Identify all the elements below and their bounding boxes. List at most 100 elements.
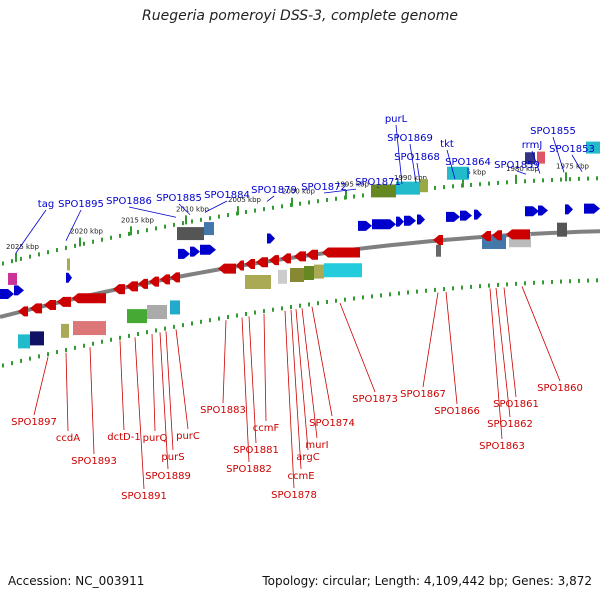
major-tick [345,190,347,200]
reverse-gene-label: SPO1883 [200,405,246,416]
tick-mark [443,185,445,190]
tick-mark [245,210,247,215]
tick-mark [425,288,427,293]
tick-mark [110,337,112,342]
reverse-gene-arrow [281,253,291,264]
tick-mark [191,219,193,224]
reverse-leader-line [290,309,302,470]
forward-gene-label: SPO1868 [394,152,440,163]
reverse-gene-label: SPO1878 [271,490,317,501]
tick-mark [164,326,166,331]
major-tick [565,172,567,182]
tick-mark [317,301,319,306]
reverse-leader-line [33,356,49,416]
tick-mark [335,196,337,201]
tick-mark [497,282,499,287]
reverse-gene-arrow [72,293,106,304]
tick-mark [326,299,328,304]
reverse-gene-label: purQ [143,433,168,444]
forward-gene-arrow [14,285,24,296]
scale-tick-label: 1975 kbp [556,162,590,170]
forward-gene-label: rrmJ [522,140,543,151]
major-tick [185,215,187,225]
tick-mark [416,289,418,294]
scale-tick-label: 1985 kbp [453,168,487,176]
reverse-gene-label: SPO1866 [434,406,480,417]
tick-mark [488,181,490,186]
tick-mark [398,291,400,296]
feature-box [436,244,441,257]
tick-mark [20,358,22,363]
reverse-gene-label: SPO1891 [121,491,167,502]
tick-mark [200,319,202,324]
tick-mark [371,294,373,299]
tick-mark [506,180,508,185]
reverse-gene-arrow [506,229,530,240]
feature-box [314,264,324,279]
reverse-leader-line [503,287,517,398]
tick-mark [587,176,589,181]
tick-mark [2,261,4,266]
forward-leader-line [552,136,565,173]
forward-gene-label: SPO1871 [355,177,401,188]
tick-mark [182,323,184,328]
reverse-gene-label: SPO1874 [309,418,355,429]
forward-leader-line [205,200,228,213]
reverse-gene-arrow [218,263,236,274]
feature-box [147,304,167,319]
tick-mark [281,204,283,209]
forward-gene-label: SPO1859 [494,160,540,171]
forward-gene-label: tkt [440,139,454,150]
major-tick [462,178,464,188]
tick-mark [218,316,220,321]
scale-tick-label: 2025 kbp [6,243,40,251]
tick-mark [308,302,310,307]
tick-mark [101,339,103,344]
reverse-gene-arrow [138,278,148,289]
reverse-leader-line [489,288,503,440]
tick-mark [146,228,148,233]
tick-mark [218,214,220,219]
scale-tick-label: 2010 kbp [176,205,210,213]
tick-mark [299,303,301,308]
reverse-gene-label: SPO1873 [352,394,398,405]
tick-mark [542,178,544,183]
tick-mark [452,286,454,291]
tick-mark [569,177,571,182]
tick-mark [155,328,157,333]
tick-mark [452,184,454,189]
feature-box [525,152,535,165]
forward-leader-line [571,154,583,172]
forward-gene-label: SPO1879 [251,185,297,196]
forward-gene-arrow [178,248,190,259]
forward-gene-label: SPO1869 [387,133,433,144]
forward-gene-label: purL [385,114,408,125]
tick-mark [515,281,517,286]
tick-mark [110,235,112,240]
map-title: Ruegeria pomeroyi DSS-3, complete genome [142,8,458,24]
forward-gene-arrow [525,206,539,217]
tick-mark [434,185,436,190]
feature-box [371,184,396,198]
reverse-gene-label: dctD-1 [107,432,140,443]
reverse-gene-label: SPO1881 [233,445,279,456]
tick-mark [65,245,67,250]
forward-gene-arrow [404,215,416,226]
reverse-gene-label: purC [176,431,200,442]
scale-tick-label: 2015 kbp [121,216,155,224]
tick-mark [11,361,13,366]
forward-gene-label: tag [38,199,54,210]
reverse-leader-line [222,320,227,404]
topology-label: Topology: circular; Length: 4,109,442 bp… [262,574,592,588]
reverse-leader-line [301,308,318,439]
tick-mark [524,281,526,286]
scale-tick-label: 2020 kbp [70,227,104,235]
reverse-leader-line [134,337,145,490]
forward-gene-arrow [565,204,573,215]
major-tick [15,252,17,262]
tick-mark [83,343,85,348]
forward-gene-arrow [190,246,200,257]
tick-mark [533,280,535,285]
reverse-gene-label: SPO1882 [226,464,272,475]
tick-mark [74,345,76,350]
